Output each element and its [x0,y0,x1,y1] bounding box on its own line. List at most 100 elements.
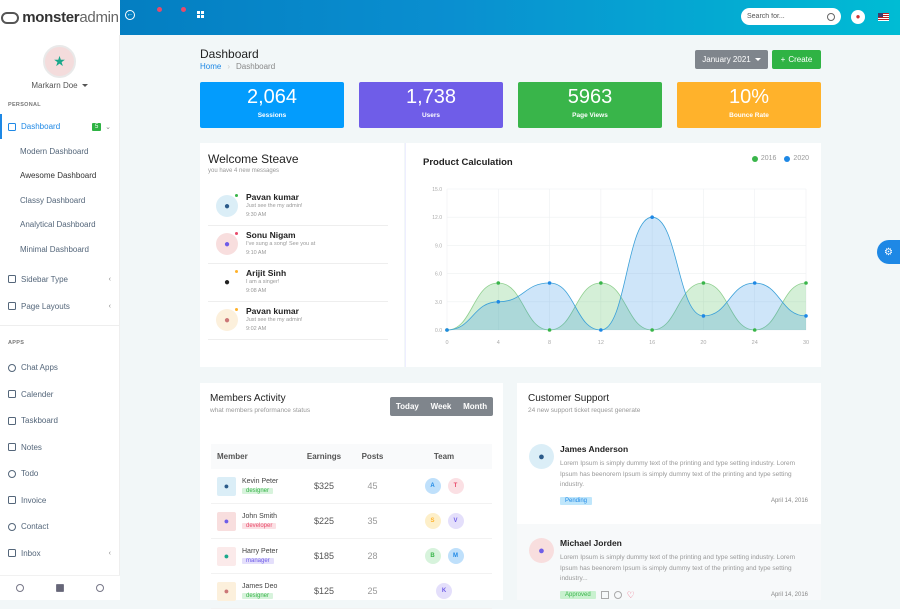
legend-item-2020[interactable]: 2020 [784,155,809,162]
file-text-icon [8,496,16,505]
stat-sessions: 2,064 Sessions [200,82,344,128]
heart-icon[interactable]: ♡ [626,589,635,600]
message-item[interactable]: ● Pavan kumar Just see the my admin! 9:3… [208,188,388,226]
posts: 25 [367,586,378,596]
svg-text:0.0: 0.0 [435,328,442,334]
sidebar-sub-modern-dashboard[interactable]: Modern Dashboard [20,146,89,156]
user-avatar[interactable]: ● [851,10,865,24]
message-item[interactable]: ● Sonu Nigam I've sung a song! See you a… [208,226,388,264]
ticket-author: Michael Jorden [560,538,622,548]
settings-icon[interactable] [16,584,24,592]
range-week-button[interactable]: Week [430,402,452,411]
earnings: $225 [313,516,335,526]
edit-icon[interactable] [600,590,609,599]
member-name: Harry Peter [242,548,278,555]
us-flag-icon[interactable] [878,13,889,21]
team-avatar[interactable]: S [424,513,441,529]
message-time: 9:10 AM [246,250,267,256]
sidebar-item-invoice[interactable]: Invoice [0,487,119,514]
svg-text:8: 8 [548,340,551,346]
sidebar-item-taskboard[interactable]: Taskboard [0,408,119,435]
search-input[interactable] [747,13,822,20]
team-avatar[interactable]: M [447,548,464,564]
apps-grid-icon[interactable] [197,10,207,20]
month-dropdown[interactable]: January 2021 [695,50,768,69]
column-earnings: Earnings [306,452,342,461]
message-item[interactable]: ● Pavan kumar Just see the my admin! 9:0… [208,302,388,340]
profile-menu[interactable]: Markarn Doe [0,81,119,90]
team-avatar[interactable]: V [447,513,464,529]
inbox-icon[interactable] [56,584,64,592]
layout-icon [8,416,16,425]
role-badge: manager [242,558,274,564]
create-label: Create [788,55,813,64]
sidebar-sub-minimal-dashboard[interactable]: Minimal Dashboard [20,244,89,254]
range-today-button[interactable]: Today [395,402,419,411]
sidebar-item-label: Chat Apps [21,363,58,373]
breadcrumb-home[interactable]: Home [200,62,222,71]
sidebar-item-calender[interactable]: Calender [0,381,119,408]
posts: 45 [367,481,378,491]
role-badge: designer [242,488,274,494]
ticket-date: April 14, 2016 [770,497,808,504]
sidebar-sub-classy-dashboard[interactable]: Classy Dashboard [20,195,86,205]
range-month-button[interactable]: Month [463,402,488,411]
team-avatar[interactable]: A [424,478,441,494]
range-toggle: Today Week Month [390,397,493,416]
avatar: ● [216,233,238,255]
notification-icon[interactable] [149,7,162,20]
team-avatar[interactable]: K [436,583,452,599]
sidebar-item-chat-apps[interactable]: Chat Apps [0,355,119,382]
members-subtitle: what members preformance status [210,407,311,414]
team-avatar[interactable]: B [424,548,441,564]
table-row[interactable]: ● James Deo designer $125 25 K [211,574,492,609]
away-status-dot [235,270,238,273]
sidebar-sub-analytical-dashboard[interactable]: Analytical Dashboard [20,220,96,230]
settings-gear-button[interactable]: ⚙ [877,240,900,264]
message-time: 9:30 AM [246,212,267,218]
legend-label: 2020 [793,155,809,162]
sidebar-footer [0,575,120,600]
stat-value: 10% [728,86,770,108]
page-title: Dashboard [200,47,259,61]
create-button[interactable]: + Create [772,50,821,69]
legend-item-2016[interactable]: 2016 [751,155,776,162]
message-item[interactable]: ● Arijit Sinh I am a singer! 9:08 AM [208,264,388,302]
message-text: Just see the my admin! [246,203,303,209]
message-time: 9:08 AM [246,288,267,294]
brand-logo[interactable]: monsteradmin [0,0,120,35]
sidebar-item-sidebar-type[interactable]: Sidebar Type ‹ [0,267,119,292]
sidebar-sub-awesome-dashboard[interactable]: Awesome Dashboard [20,171,97,181]
sidebar-item-page-layouts[interactable]: Page Layouts ‹ [0,294,119,319]
mail-icon [8,549,16,558]
sidebar-item-todo[interactable]: Todo [0,461,119,488]
search-icon[interactable] [827,12,835,21]
ticket-item[interactable]: ● Michael Jorden Lorem Ipsum is simply d… [517,538,821,600]
ticket-item[interactable]: ● James Anderson Lorem Ipsum is simply d… [517,444,821,506]
message-sender: Pavan kumar [246,192,299,202]
sidebar-item-notes[interactable]: Notes [0,434,119,461]
sidebar-layout-icon [8,275,16,283]
collapse-toggle-icon[interactable]: ← [125,10,135,20]
svg-text:20: 20 [700,340,706,346]
svg-text:24: 24 [752,340,758,346]
profile-avatar[interactable]: ★ [43,45,76,78]
sidebar-item-inbox[interactable]: Inbox ‹ [0,540,119,567]
ticket-date: April 14, 2016 [770,591,808,598]
sidebar-item-contact[interactable]: Contact [0,514,119,541]
stat-page-views: 5963 Page Views [518,82,662,128]
message-sender: Arijit Sinh [246,268,287,278]
members-table: Member Earnings Posts Team ● Kevin Peter d… [211,444,492,609]
mail-icon[interactable] [173,7,186,20]
status-badge: Pending [560,496,593,505]
support-subtitle: 24 new support ticket request generate [528,407,641,414]
plus-icon: + [780,55,786,64]
power-icon[interactable] [96,584,104,592]
close-circle-icon[interactable] [613,590,622,599]
sidebar-item-dashboard[interactable]: Dashboard 5 ⌄ [0,114,119,139]
month-label: January 2021 [702,55,751,64]
team-avatar[interactable]: T [447,478,464,494]
